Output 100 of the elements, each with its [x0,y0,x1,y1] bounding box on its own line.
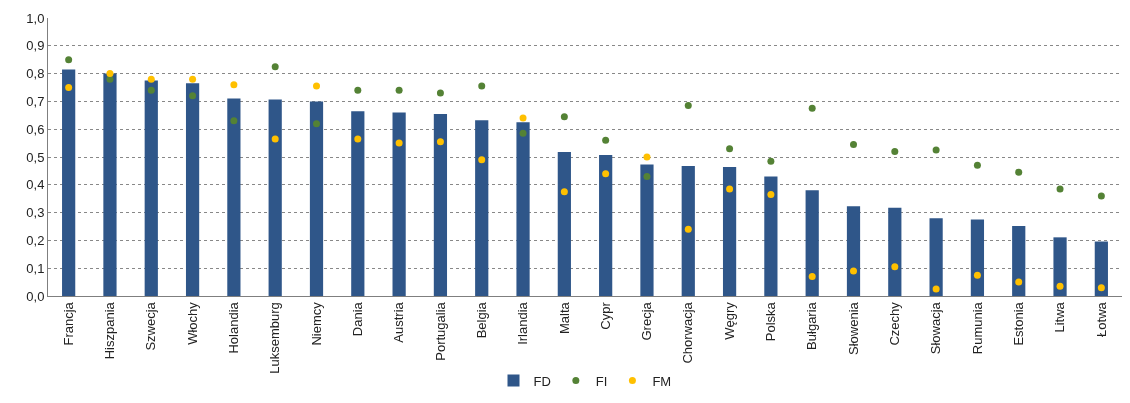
x-tick-label: Estonia [1010,301,1026,346]
x-tick-label: Hiszpania [102,301,118,360]
point [808,273,816,281]
point [1015,168,1023,176]
point [891,147,899,155]
point [643,172,651,180]
x-tick-label: Malta [556,301,572,334]
point [973,161,981,169]
y-tick-label: 0,3 [26,205,45,221]
x-tick-label: Niemcy [308,301,324,346]
point [519,114,527,122]
bar [764,176,778,296]
point [478,82,486,90]
y-tick-label: 0,6 [26,121,45,137]
x-tick-label: Rumunia [969,301,985,355]
x-tick-label: Luksemburg [267,302,283,374]
point [354,135,362,143]
point [395,86,403,94]
legend-label: FI [595,373,608,389]
bar [722,167,737,296]
bar [557,152,571,296]
x-tick-label: Irlandia [515,301,531,345]
x-tick-label: Chorwacja [680,301,696,364]
bar [640,164,654,296]
point [560,188,568,196]
bar [62,69,76,296]
legend-label: FM [652,373,672,389]
point [767,191,775,199]
point [230,117,238,125]
bar [888,207,902,296]
bar [227,98,241,296]
point [684,225,692,233]
point [726,185,734,193]
point [1097,284,1105,292]
point [189,92,197,100]
y-tick-label: 0,0 [26,288,45,304]
y-tick-label: 0,9 [26,38,45,54]
x-tick-label: Słowacja [928,301,944,355]
point [436,138,444,146]
bar [805,190,819,296]
point [189,75,197,83]
point [726,145,734,153]
bar [929,218,943,296]
point [850,140,857,148]
point [519,129,527,137]
point [932,146,940,154]
bar [268,99,282,296]
point [602,170,610,178]
point [271,135,279,143]
point [65,56,73,64]
bar [433,113,448,296]
x-tick-label: Węgry [721,301,737,340]
point [560,113,568,121]
bar [846,206,861,296]
bar [144,80,158,296]
legend-label: FD [533,373,551,389]
y-tick-label: 0,7 [26,93,45,109]
point [932,285,940,293]
x-tick-label: Portugalia [432,301,448,361]
bar [185,83,200,296]
bar [392,112,406,296]
bar [516,122,530,296]
point [643,153,651,161]
point [684,102,692,110]
point [65,84,73,91]
point [808,104,816,112]
x-tick-label: Cypr [597,301,613,330]
x-tick-label: Litwa [1052,301,1068,333]
point [973,271,981,279]
point [230,81,238,89]
point [1056,282,1064,290]
point [850,267,857,275]
point [354,86,362,94]
x-tick-label: Austria [391,301,407,343]
point [106,70,114,78]
y-tick-label: 0,5 [26,149,45,165]
point [395,139,403,147]
y-tick-label: 0,2 [26,232,45,248]
bar [599,155,613,296]
x-tick-label: Czechy [887,301,903,346]
y-tick-label: 0,1 [26,260,45,276]
y-tick-label: 0,8 [26,66,45,82]
x-tick-label: Polska [763,301,779,342]
x-tick-label: Dania [350,301,366,337]
x-tick-label: Holandia [226,301,242,354]
bar [1012,225,1026,296]
bar [475,120,489,296]
point [147,75,155,83]
point [478,156,486,164]
x-tick-label: Bułgaria [804,301,820,350]
point [767,157,775,165]
point [436,89,444,97]
x-tick-label: Słowenia [845,301,861,355]
point [891,263,899,271]
x-tick-label: Szwecja [143,301,159,351]
x-tick-label: Włochy [184,301,200,345]
point [1015,278,1023,286]
bar [351,111,365,296]
point [147,86,155,94]
bar [1053,237,1067,296]
